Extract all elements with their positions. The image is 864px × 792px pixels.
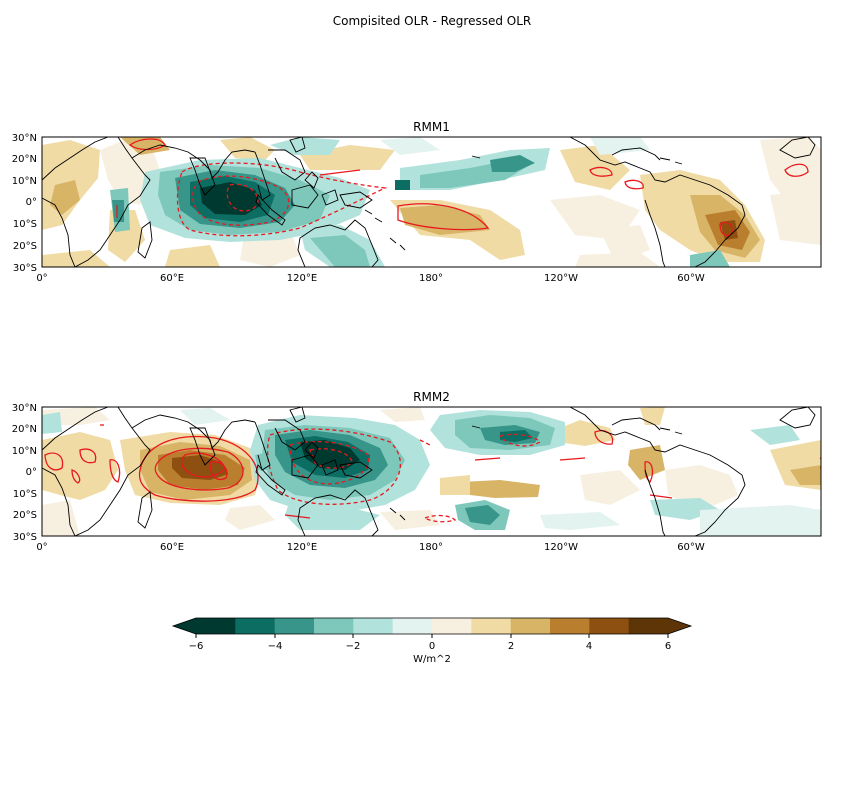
lon-tick-label: 0° xyxy=(36,542,47,553)
lat-tick-label: 10°N xyxy=(12,176,37,187)
colorbar-swatch xyxy=(353,618,394,634)
lat-tick-label: 20°N xyxy=(12,154,37,165)
lon-tick-label: 120°W xyxy=(544,273,578,284)
lon-tick-label: 120°W xyxy=(544,542,578,553)
lat-ticks-rmm1: 30°N 20°N 10°N 0° 10°S 20°S 30°S xyxy=(12,133,37,274)
colorbar-tick-label: 4 xyxy=(586,641,592,652)
negative-anomalies-rmm1 xyxy=(110,137,730,267)
lat-tick-label: 30°N xyxy=(12,403,37,414)
lon-tick-label: 60°E xyxy=(160,273,184,284)
lat-tick-label: 10°S xyxy=(13,489,37,500)
colorbar-extend-low xyxy=(173,618,196,634)
lon-tick-label: 180° xyxy=(419,542,443,553)
colorbar-ticks: −6 −4 −2 0 2 4 6 xyxy=(189,634,671,652)
positive-anomalies-rmm2 xyxy=(42,407,821,536)
colorbar-swatch xyxy=(235,618,276,634)
lat-tick-label: 20°N xyxy=(12,424,37,435)
lat-tick-label: 20°S xyxy=(13,241,37,252)
panel-rmm2: 30°N 20°N 10°N 0° 10°S 20°S 30°S 0° 60°E… xyxy=(12,403,822,553)
coastlines-rmm2 xyxy=(42,407,816,536)
lon-tick-label: 60°W xyxy=(677,542,705,553)
colorbar-swatch xyxy=(628,618,669,634)
coastlines-rmm1 xyxy=(42,137,816,267)
colorbar-swatch xyxy=(392,618,433,634)
lat-ticks-rmm2: 30°N 20°N 10°N 0° 10°S 20°S 30°S xyxy=(12,403,37,543)
colorbar-tick-label: 6 xyxy=(665,641,671,652)
figure-suptitle: Compisited OLR - Regressed OLR xyxy=(332,14,532,28)
colorbar-label: W/m^2 xyxy=(413,654,451,665)
colorbar-tick-label: −6 xyxy=(189,641,204,652)
panel-title-rmm1: RMM1 xyxy=(413,120,450,134)
lon-ticks-rmm1: 0° 60°E 120°E 180° 120°W 60°W xyxy=(36,273,705,284)
lat-tick-label: 10°N xyxy=(12,446,37,457)
lat-tick-label: 20°S xyxy=(13,510,37,521)
lon-tick-label: 60°W xyxy=(677,273,705,284)
colorbar-tick-label: 0 xyxy=(429,641,435,652)
lon-tick-label: 180° xyxy=(419,273,443,284)
lon-tick-label: 120°E xyxy=(287,542,317,553)
colorbar-swatch xyxy=(589,618,630,634)
olr-field-rmm1 xyxy=(42,137,821,267)
axes-frame-rmm2 xyxy=(41,406,822,537)
colorbar-tick-label: −2 xyxy=(346,641,361,652)
lon-ticks-rmm2: 0° 60°E 120°E 180° 120°W 60°W xyxy=(36,542,705,553)
lat-tick-label: 10°S xyxy=(13,219,37,230)
colorbar-swatch xyxy=(314,618,354,634)
panel-title-rmm2: RMM2 xyxy=(413,390,450,404)
lat-tick-label: 0° xyxy=(26,197,37,208)
lat-tick-label: 0° xyxy=(26,467,37,478)
lon-tick-label: 120°E xyxy=(287,273,317,284)
lon-tick-label: 60°E xyxy=(160,542,184,553)
colorbar: −6 −4 −2 0 2 4 6 xyxy=(171,617,693,652)
colorbar-swatch xyxy=(196,618,236,634)
colorbar-swatch xyxy=(471,618,512,634)
lat-tick-label: 30°N xyxy=(12,133,37,144)
colorbar-swatch xyxy=(432,618,472,634)
colorbar-swatches xyxy=(196,618,669,634)
lon-tick-label: 0° xyxy=(36,273,47,284)
colorbar-swatch xyxy=(550,618,590,634)
olr-contours-rmm2 xyxy=(44,424,821,523)
colorbar-extend-high xyxy=(668,618,691,634)
colorbar-tick-label: 2 xyxy=(508,641,514,652)
panel-rmm1: 30°N 20°N 10°N 0° 10°S 20°S 30°S 0° 60°E… xyxy=(12,133,822,284)
lat-tick-label: 30°S xyxy=(13,532,37,543)
olr-field-rmm2 xyxy=(42,407,821,536)
positive-anomalies-rmm1 xyxy=(42,137,821,267)
colorbar-tick-label: −4 xyxy=(268,641,283,652)
colorbar-swatch xyxy=(510,618,551,634)
colorbar-swatch xyxy=(274,618,315,634)
lat-tick-label: 30°S xyxy=(13,263,37,274)
axes-frame-rmm1 xyxy=(41,136,822,268)
